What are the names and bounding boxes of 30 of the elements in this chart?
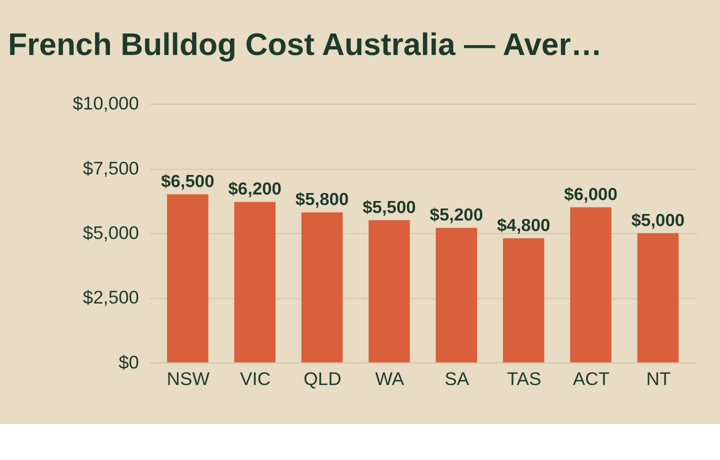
y-tick-label: $5,000	[82, 222, 139, 244]
bar	[637, 233, 679, 362]
data-label: $5,500	[362, 196, 416, 217]
x-tick-label: NSW	[166, 368, 210, 389]
x-tick-label: TAS	[506, 368, 542, 389]
data-label: $6,000	[564, 184, 618, 204]
data-label: $6,200	[228, 178, 282, 199]
chart-title: French Bulldog Cost Australia — Aver…	[8, 27, 602, 62]
bar	[167, 194, 208, 362]
bar	[436, 228, 478, 362]
data-label: $6,500	[161, 170, 214, 191]
data-label: $5,800	[295, 189, 349, 210]
x-tick-label: QLD	[304, 368, 342, 389]
x-tick-label: NT	[646, 368, 671, 389]
x-tick-label: SA	[444, 368, 470, 389]
bar	[368, 220, 410, 362]
x-tick-label: ACT	[572, 368, 610, 389]
bar	[502, 238, 544, 362]
data-label: $5,000	[631, 210, 685, 230]
y-tick-label: $2,500	[82, 286, 139, 308]
bar	[234, 202, 276, 362]
x-tick-label: VIC	[240, 368, 271, 389]
bar	[570, 207, 612, 362]
data-label: $5,200	[430, 204, 484, 225]
y-tick-label: $10,000	[72, 92, 139, 114]
y-tick-label: $7,500	[82, 157, 139, 178]
x-tick-label: WA	[375, 368, 405, 389]
y-tick-label: $0	[118, 351, 139, 372]
bar	[301, 212, 343, 362]
data-label: $4,800	[496, 214, 550, 235]
